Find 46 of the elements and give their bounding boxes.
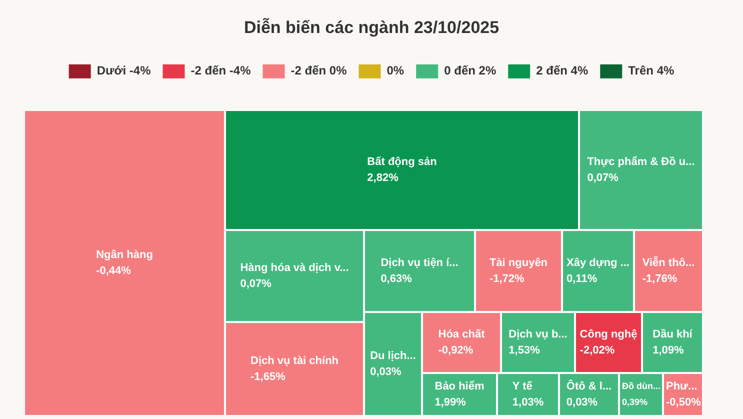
category-label: Đồ dùn...: [622, 380, 660, 391]
category-label: Dịch vụ tiện í...: [380, 257, 458, 270]
category-label: Phư...: [666, 380, 698, 393]
category-label: Hàng hóa và dịch v...: [240, 262, 349, 274]
category-label: Bất động sản: [367, 156, 438, 168]
category-label: Thực phẩm & Đồ u...: [587, 156, 695, 168]
category-label: Xây dựng ...: [566, 257, 630, 270]
data-label: -2,02%: [580, 344, 615, 357]
category-label: Y tế: [512, 380, 534, 393]
data-label: 0,11%: [566, 273, 598, 286]
category-label: Du lịch...: [370, 350, 416, 362]
category-label: Tài nguyên: [489, 257, 548, 270]
category-label: Dầu khí: [652, 328, 694, 341]
data-label: -1,76%: [642, 273, 678, 286]
data-label: -0,44%: [96, 265, 132, 278]
category-label: Ngân hàng: [96, 249, 153, 262]
legend-label: -2 đến 0%: [290, 64, 348, 78]
data-label: 0,03%: [566, 396, 598, 409]
legend-label: -2 đến -4%: [190, 64, 252, 78]
data-label: 1,99%: [434, 396, 466, 409]
category-label: Bảo hiểm: [434, 380, 484, 393]
data-label: 1,03%: [512, 396, 544, 409]
category-label: Công nghệ: [580, 328, 638, 341]
data-label: 0,63%: [380, 273, 412, 286]
category-label: Dịch vụ tài chính: [250, 355, 339, 368]
legend-label: Dưới -4%: [96, 64, 152, 78]
data-label: 0,03%: [370, 366, 402, 378]
data-label: -0,92%: [438, 344, 474, 357]
data-label: 0,07%: [587, 172, 619, 184]
data-label: 0,39%: [622, 396, 648, 407]
legend-label: 2 đến 4%: [536, 64, 588, 78]
text: Diễn biến các ngành 23/10/2025: [244, 18, 500, 37]
data-label: 1,09%: [652, 344, 684, 357]
category-label: Hóa chất: [438, 328, 486, 341]
legend-label: Trên 4%: [628, 64, 674, 78]
data-label: -0,50%: [666, 396, 702, 409]
data-label: 1,53%: [508, 344, 540, 357]
legend-label: 0%: [386, 64, 404, 78]
data-label: -1,65%: [250, 371, 286, 384]
data-label: 2,82%: [367, 172, 399, 184]
data-label: -1,72%: [489, 273, 525, 286]
category-label: Ôtô & l...: [566, 380, 612, 393]
data-label: 0,07%: [240, 278, 272, 290]
category-label: Viễn thô...: [642, 256, 695, 270]
category-label: Dịch vụ b...: [508, 328, 568, 341]
legend-label: 0 đến 2%: [444, 64, 496, 78]
